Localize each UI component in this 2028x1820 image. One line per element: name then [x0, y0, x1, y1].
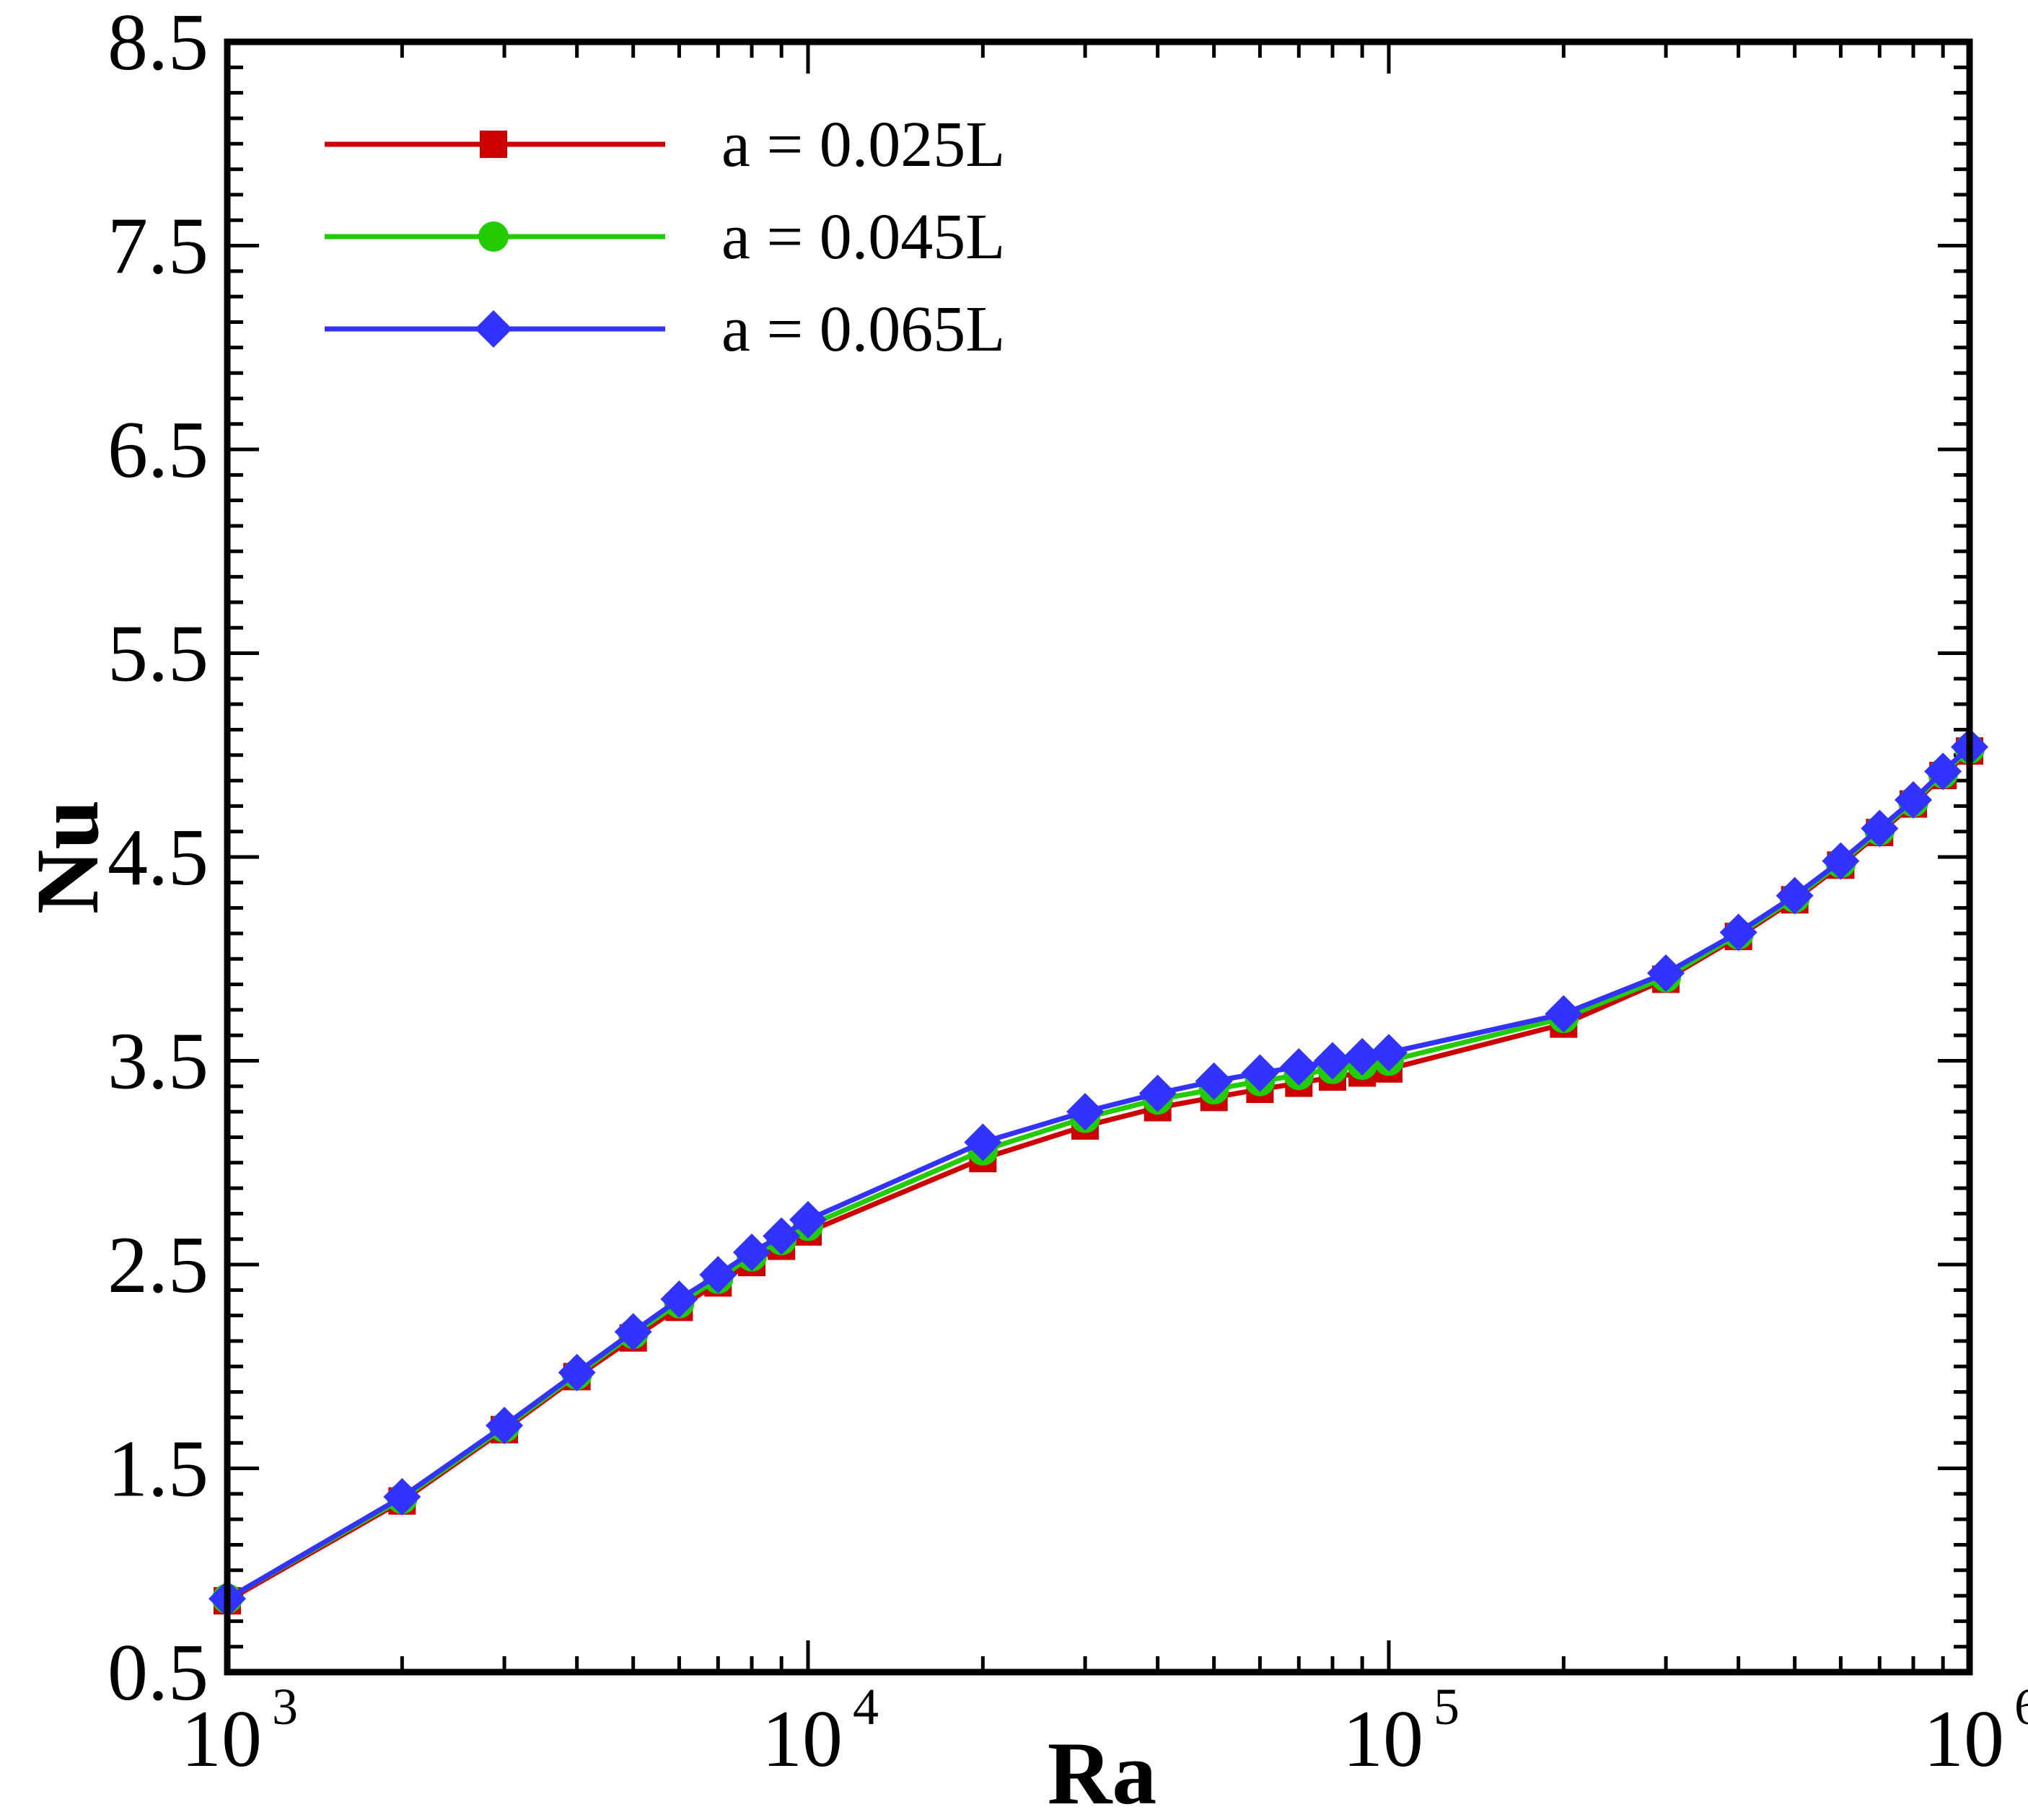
y-tick-label: 6.5 — [107, 405, 208, 495]
data-point — [699, 1256, 737, 1294]
plot-frame — [224, 38, 1973, 1676]
data-point — [763, 1217, 801, 1255]
data-point — [1343, 1037, 1382, 1076]
data-point — [1545, 995, 1583, 1033]
series-3 — [208, 728, 1988, 1618]
legend-marker — [475, 310, 512, 348]
data-point — [1138, 1074, 1177, 1112]
data-point — [1195, 1062, 1233, 1100]
series-layer — [208, 728, 1988, 1618]
legend-marker — [480, 131, 507, 158]
data-point — [1924, 752, 1962, 791]
legend-label: a = 0.025L — [721, 109, 1005, 180]
data-point — [1280, 1047, 1318, 1086]
data-point — [732, 1234, 771, 1272]
x-axis-title: Ra — [1048, 1724, 1157, 1820]
x-tick-exponent: 4 — [853, 1678, 879, 1736]
y-tick-label: 7.5 — [107, 202, 208, 291]
tick-labels: 0.51.52.53.54.55.56.57.58.510 3 10 4 10 5 10 6 — [107, 0, 2028, 1784]
y-tick-label: 0.5 — [107, 1628, 208, 1718]
legend-entry: a = 0.025L — [325, 109, 1005, 180]
data-point — [1775, 876, 1814, 915]
data-point — [558, 1353, 596, 1392]
x-tick-base: 10 — [1343, 1694, 1423, 1784]
series-line — [226, 747, 1972, 1601]
legend: a = 0.025L a = 0.045L a = 0.065L — [325, 109, 1005, 365]
data-point — [1313, 1042, 1351, 1080]
x-tick-exponent: 6 — [2014, 1678, 2028, 1736]
data-point — [1647, 954, 1685, 993]
data-point — [486, 1407, 524, 1445]
data-point — [1066, 1093, 1105, 1131]
y-tick-label: 5.5 — [107, 610, 208, 699]
y-tick-label: 3.5 — [107, 1017, 208, 1107]
y-tick-label: 4.5 — [107, 813, 208, 902]
data-point — [964, 1123, 1002, 1161]
series-line — [226, 749, 1972, 1604]
data-point — [1241, 1054, 1279, 1092]
data-point — [614, 1313, 652, 1351]
series-line — [226, 744, 1972, 1601]
x-tick-label: 10 3 — [181, 1678, 298, 1784]
x-tick-base: 10 — [181, 1694, 262, 1784]
y-tick-label: 8.5 — [107, 0, 208, 87]
legend-label: a = 0.045L — [721, 201, 1005, 273]
y-axis-title: Nu — [18, 800, 117, 915]
x-tick-base: 10 — [762, 1694, 843, 1784]
legend-label: a = 0.065L — [721, 294, 1005, 365]
x-tick-label: 10 6 — [1923, 1678, 2028, 1784]
data-point — [1861, 809, 1899, 848]
y-tick-label: 1.5 — [107, 1425, 208, 1514]
series-2 — [212, 734, 1985, 1614]
x-tick-exponent: 3 — [272, 1678, 298, 1736]
legend-marker — [478, 221, 509, 252]
series-1 — [214, 737, 1983, 1615]
y-tick-label: 2.5 — [107, 1221, 208, 1310]
legend-entry: a = 0.045L — [325, 201, 1005, 273]
data-point — [1719, 913, 1757, 951]
x-tick-base: 10 — [1923, 1694, 2004, 1784]
data-point — [660, 1280, 698, 1319]
data-point — [789, 1200, 827, 1239]
legend-entry: a = 0.065L — [325, 294, 1005, 365]
data-point — [1822, 842, 1860, 880]
x-tick-label: 10 5 — [1343, 1678, 1459, 1784]
x-tick-label: 10 4 — [762, 1678, 879, 1784]
data-point — [1370, 1034, 1408, 1072]
data-point — [383, 1478, 421, 1516]
data-point — [1894, 781, 1932, 819]
x-tick-exponent: 5 — [1434, 1678, 1459, 1736]
